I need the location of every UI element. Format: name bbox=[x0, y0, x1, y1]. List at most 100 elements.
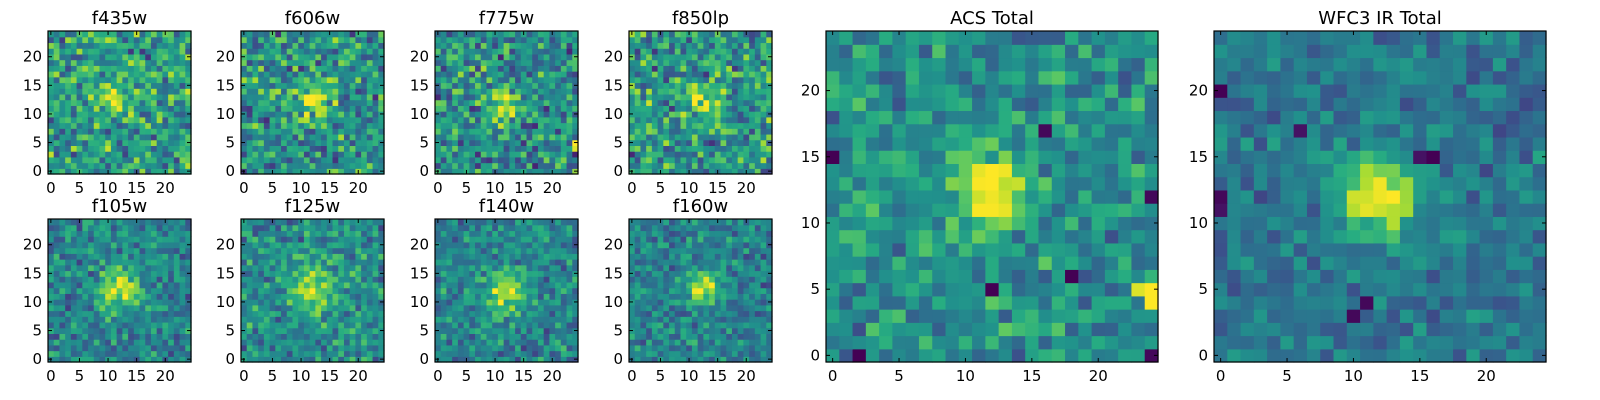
heatmap-cell bbox=[497, 168, 505, 175]
heatmap-cell bbox=[93, 145, 101, 152]
heatmap-cell bbox=[122, 93, 129, 101]
heatmap-cell bbox=[122, 88, 129, 95]
heatmap-cell bbox=[168, 230, 175, 237]
heatmap-cell bbox=[452, 42, 459, 49]
heatmap-cell bbox=[162, 299, 169, 306]
heatmap-cell bbox=[760, 116, 767, 124]
heatmap-cell bbox=[150, 128, 158, 135]
heatmap-cell bbox=[492, 128, 499, 135]
heatmap-cell bbox=[241, 151, 248, 158]
heatmap-cell bbox=[469, 31, 476, 38]
heatmap-cell bbox=[48, 145, 55, 152]
heatmap-cell bbox=[651, 99, 659, 106]
heatmap-cell bbox=[59, 116, 66, 124]
heatmap-cell bbox=[355, 151, 362, 158]
heatmap-cell bbox=[378, 128, 385, 135]
heatmap-cell bbox=[326, 105, 334, 112]
heatmap-cell bbox=[303, 333, 311, 340]
heatmap-cell bbox=[492, 93, 499, 101]
heatmap-cell bbox=[492, 156, 499, 164]
heatmap-cell bbox=[754, 356, 762, 363]
heatmap-cell bbox=[440, 219, 448, 226]
heatmap-cell bbox=[566, 344, 573, 352]
heatmap-cell bbox=[475, 168, 482, 175]
heatmap-cell bbox=[526, 122, 533, 129]
heatmap-cell bbox=[269, 299, 276, 306]
heatmap-cell bbox=[150, 264, 158, 272]
heatmap-cell bbox=[349, 230, 356, 237]
heatmap-cell bbox=[53, 270, 61, 277]
heatmap-cell bbox=[372, 76, 379, 84]
heatmap-cell bbox=[475, 321, 482, 329]
heatmap-cell bbox=[766, 293, 773, 300]
heatmap-cell bbox=[133, 65, 141, 72]
heatmap-cell bbox=[731, 321, 739, 329]
heatmap-cell bbox=[543, 156, 550, 164]
heatmap-cell bbox=[480, 116, 488, 124]
heatmap-cell bbox=[714, 304, 722, 312]
heatmap-cell bbox=[749, 162, 756, 169]
heatmap-cell bbox=[634, 327, 642, 334]
heatmap-cell bbox=[646, 82, 653, 89]
heatmap-cell bbox=[145, 156, 152, 164]
heatmap-cell bbox=[560, 82, 568, 89]
heatmap-cell bbox=[309, 253, 316, 260]
heatmap-cell bbox=[657, 82, 664, 89]
heatmap-cell bbox=[737, 168, 744, 175]
heatmap-cell bbox=[714, 270, 722, 277]
heatmap-cell bbox=[343, 224, 351, 232]
heatmap-cell bbox=[532, 264, 539, 272]
heatmap-cell bbox=[435, 133, 442, 141]
heatmap-cell bbox=[452, 310, 459, 317]
heatmap-cell bbox=[246, 299, 254, 306]
heatmap-cell bbox=[555, 281, 562, 289]
heatmap-cell bbox=[486, 281, 493, 289]
heatmap-cell bbox=[349, 128, 356, 135]
heatmap-cell bbox=[566, 122, 573, 129]
heatmap-cell bbox=[503, 82, 510, 89]
heatmap-cell bbox=[509, 219, 516, 226]
heatmap-cell bbox=[246, 230, 254, 237]
heatmap-cell bbox=[168, 53, 175, 61]
heatmap-cell bbox=[646, 156, 653, 164]
heatmap-cell bbox=[338, 236, 345, 243]
heatmap-cell bbox=[145, 299, 152, 306]
heatmap-cell bbox=[48, 42, 55, 49]
heatmap-cell bbox=[440, 88, 448, 95]
heatmap-cell bbox=[303, 99, 311, 106]
heatmap-cell bbox=[361, 156, 368, 164]
heatmap-cell bbox=[566, 71, 573, 78]
heatmap-cell bbox=[162, 259, 169, 266]
heatmap-cell bbox=[686, 321, 693, 329]
heatmap-cell bbox=[82, 36, 89, 44]
heatmap-cell bbox=[515, 88, 522, 95]
heatmap-cell bbox=[88, 327, 95, 334]
heatmap-cell bbox=[435, 99, 442, 106]
heatmap-cell bbox=[440, 247, 448, 254]
heatmap-cell bbox=[520, 304, 528, 312]
heatmap-cell bbox=[475, 259, 482, 266]
heatmap-cell bbox=[480, 224, 488, 232]
heatmap-cell bbox=[315, 259, 322, 266]
heatmap-cell bbox=[509, 31, 516, 38]
heatmap-cell bbox=[766, 350, 773, 357]
heatmap-cell bbox=[657, 59, 664, 66]
heatmap-cell bbox=[560, 276, 568, 283]
heatmap-cell bbox=[669, 36, 676, 44]
heatmap-cell bbox=[332, 36, 339, 44]
heatmap-cell bbox=[555, 321, 562, 329]
heatmap-cell bbox=[651, 139, 659, 146]
heatmap-cell bbox=[634, 82, 642, 89]
heatmap-cell bbox=[537, 247, 545, 254]
heatmap-cell bbox=[241, 42, 248, 49]
heatmap-cell bbox=[754, 162, 762, 169]
heatmap-cell bbox=[714, 88, 722, 95]
heatmap-cell bbox=[326, 304, 334, 312]
heatmap-cell bbox=[372, 71, 379, 78]
heatmap-cell bbox=[743, 299, 750, 306]
heatmap-cell bbox=[669, 356, 676, 363]
heatmap-cell bbox=[560, 350, 568, 357]
heatmap-cell bbox=[743, 53, 750, 61]
heatmap-cell bbox=[378, 304, 385, 312]
